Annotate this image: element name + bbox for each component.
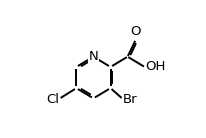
Text: N: N <box>89 50 98 63</box>
Text: Br: Br <box>123 93 137 106</box>
Text: OH: OH <box>145 60 166 73</box>
Text: Cl: Cl <box>46 93 59 106</box>
Text: O: O <box>131 25 141 38</box>
